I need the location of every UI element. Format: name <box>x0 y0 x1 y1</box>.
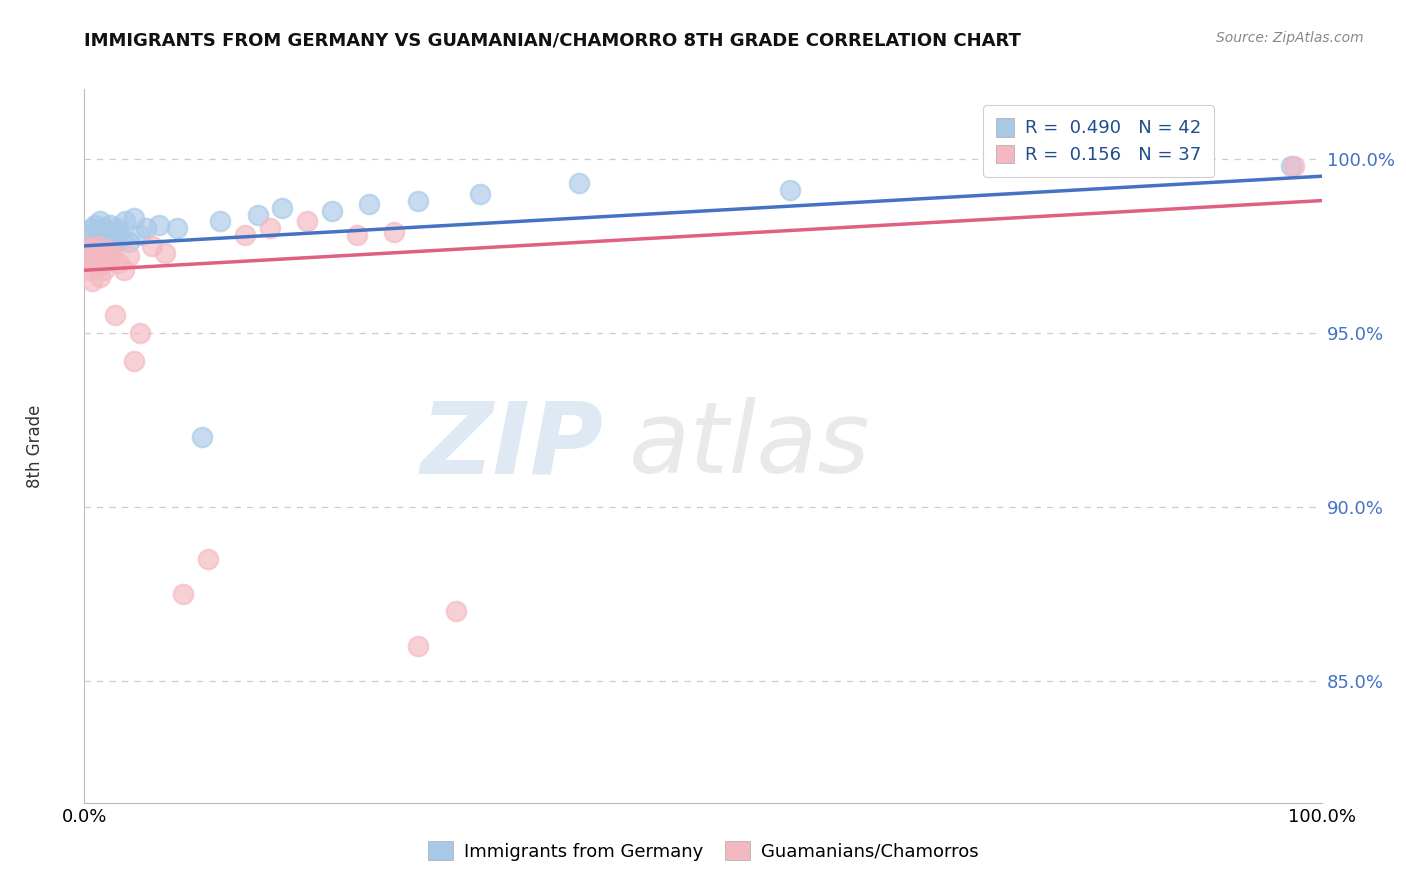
Point <box>122 211 145 225</box>
Point <box>82 249 104 263</box>
Text: 8th Grade: 8th Grade <box>27 404 44 488</box>
Point <box>233 228 256 243</box>
Point <box>105 221 128 235</box>
Point <box>84 245 107 260</box>
Point <box>209 214 232 228</box>
Point <box>89 245 111 260</box>
Point <box>84 218 107 232</box>
Point <box>90 249 112 263</box>
Text: atlas: atlas <box>628 398 870 494</box>
Point <box>94 243 117 257</box>
Point <box>246 207 269 221</box>
Point <box>80 274 103 288</box>
Point <box>79 243 101 257</box>
Point <box>80 221 103 235</box>
Point <box>96 243 118 257</box>
Point <box>141 239 163 253</box>
Point <box>108 256 131 270</box>
Text: ZIP: ZIP <box>420 398 605 494</box>
Point <box>87 225 110 239</box>
Point <box>408 194 430 208</box>
Point <box>118 249 141 263</box>
Point <box>79 228 101 243</box>
Point <box>89 256 111 270</box>
Point <box>568 176 591 190</box>
Point <box>90 239 112 253</box>
Point <box>197 552 219 566</box>
Point <box>321 204 343 219</box>
Point <box>135 221 157 235</box>
Point <box>98 252 121 267</box>
Point <box>76 245 98 260</box>
Point <box>470 186 492 201</box>
Point <box>1279 159 1302 173</box>
Point <box>191 430 214 444</box>
Point <box>357 197 380 211</box>
Point <box>108 225 131 239</box>
Point <box>166 221 188 235</box>
Point <box>77 249 100 263</box>
Point <box>93 263 115 277</box>
Point <box>96 228 118 243</box>
Point <box>118 235 141 250</box>
Text: Source: ZipAtlas.com: Source: ZipAtlas.com <box>1216 31 1364 45</box>
Point <box>100 239 122 253</box>
Point <box>86 260 108 274</box>
Point <box>444 604 467 618</box>
Point <box>382 225 405 239</box>
Point <box>408 639 430 653</box>
Point <box>148 218 170 232</box>
Point <box>98 218 121 232</box>
Point <box>89 214 111 228</box>
Point <box>153 245 176 260</box>
Point <box>129 326 152 340</box>
Point <box>79 239 101 253</box>
Point <box>129 228 152 243</box>
Point <box>93 232 115 246</box>
Point <box>98 225 121 239</box>
Point <box>100 245 122 260</box>
Point <box>89 270 111 285</box>
Point <box>110 232 132 246</box>
Point <box>271 201 294 215</box>
Point <box>91 221 114 235</box>
Point <box>82 256 104 270</box>
Point <box>79 263 101 277</box>
Point <box>346 228 368 243</box>
Legend: R =  0.490   N = 42, R =  0.156   N = 37: R = 0.490 N = 42, R = 0.156 N = 37 <box>983 105 1213 177</box>
Point <box>779 183 801 197</box>
Point <box>75 239 97 253</box>
Legend: Immigrants from Germany, Guamanians/Chamorros: Immigrants from Germany, Guamanians/Cham… <box>419 832 987 870</box>
Text: IMMIGRANTS FROM GERMANY VS GUAMANIAN/CHAMORRO 8TH GRADE CORRELATION CHART: IMMIGRANTS FROM GERMANY VS GUAMANIAN/CHA… <box>84 31 1021 49</box>
Point <box>122 353 145 368</box>
Point <box>91 256 114 270</box>
Point <box>172 587 194 601</box>
Point <box>86 243 108 257</box>
Point <box>87 239 110 253</box>
Point <box>103 228 125 243</box>
Point <box>104 309 127 323</box>
Point <box>112 263 135 277</box>
Point <box>114 214 136 228</box>
Point <box>1284 159 1306 173</box>
Point <box>259 221 281 235</box>
Point <box>83 235 105 250</box>
Point <box>295 214 318 228</box>
Point <box>97 235 120 250</box>
